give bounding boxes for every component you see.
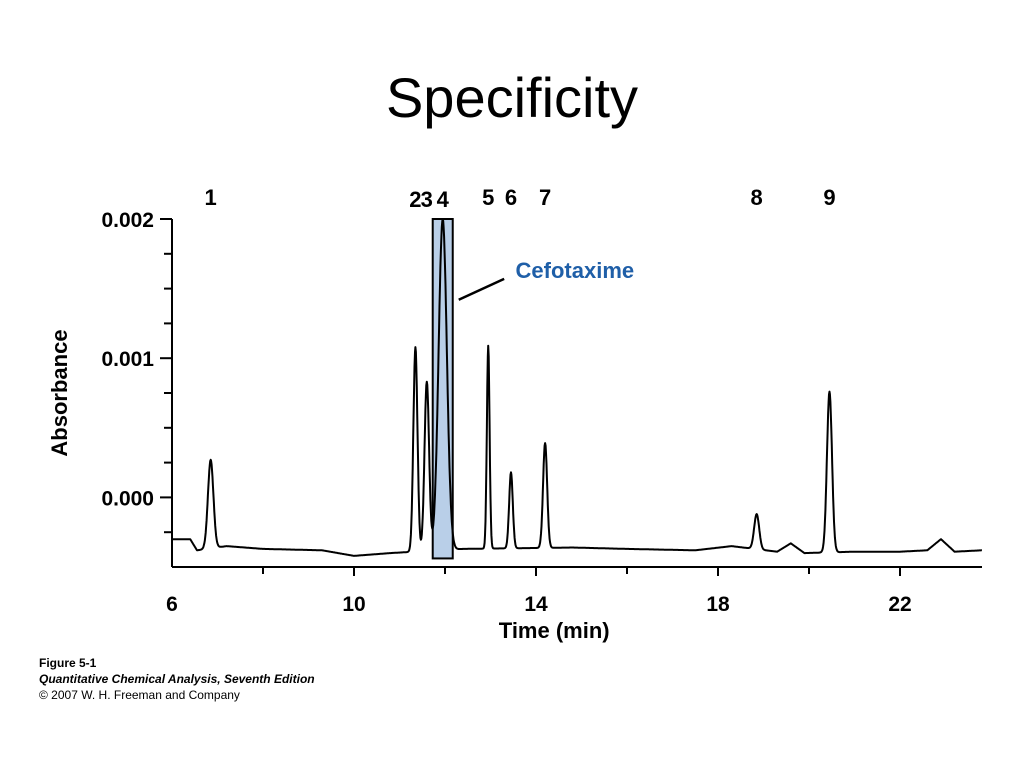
- slide-title: Specificity: [385, 66, 639, 129]
- x-tick-label: 14: [524, 593, 548, 616]
- x-axis-label: Time (min): [499, 618, 610, 643]
- peak-label-8: 8: [751, 185, 763, 210]
- y-tick-label: 0.002: [101, 209, 154, 232]
- peak-label-5: 5: [482, 185, 494, 210]
- cefotaxime-label: Cefotaxime: [516, 258, 635, 283]
- peak-4-highlight: [431, 218, 454, 560]
- cefotaxime-pointer-line: [458, 277, 505, 301]
- x-tick-label: 6: [166, 593, 178, 616]
- figure-caption: Figure 5-1 Quantitative Chemical Analysi…: [39, 655, 315, 703]
- y-tick-label: 0.001: [101, 348, 154, 371]
- peak-label-9: 9: [823, 185, 835, 210]
- x-tick-label: 10: [342, 593, 365, 616]
- chromatogram-trace: [171, 218, 983, 557]
- y-axis-label: Absorbance: [47, 329, 72, 456]
- peak-label-2: 2: [409, 187, 421, 212]
- peak-label-6: 6: [505, 185, 517, 210]
- peak-label-4: 4: [437, 187, 450, 212]
- caption-copyright: © 2007 W. H. Freeman and Company: [39, 688, 240, 702]
- x-tick-label: 18: [706, 593, 730, 616]
- peak-label-3: 3: [421, 187, 433, 212]
- peak-label-1: 1: [205, 185, 217, 210]
- chart-axes: 6 10 14 18 22 0.000 0.001 0.002: [101, 209, 982, 616]
- y-tick-label: 0.000: [101, 487, 154, 510]
- x-tick-label: 22: [888, 593, 911, 616]
- peak-label-7: 7: [539, 185, 551, 210]
- caption-figure-number: Figure 5-1: [39, 656, 97, 670]
- caption-book-title: Quantitative Chemical Analysis, Seventh …: [39, 672, 315, 686]
